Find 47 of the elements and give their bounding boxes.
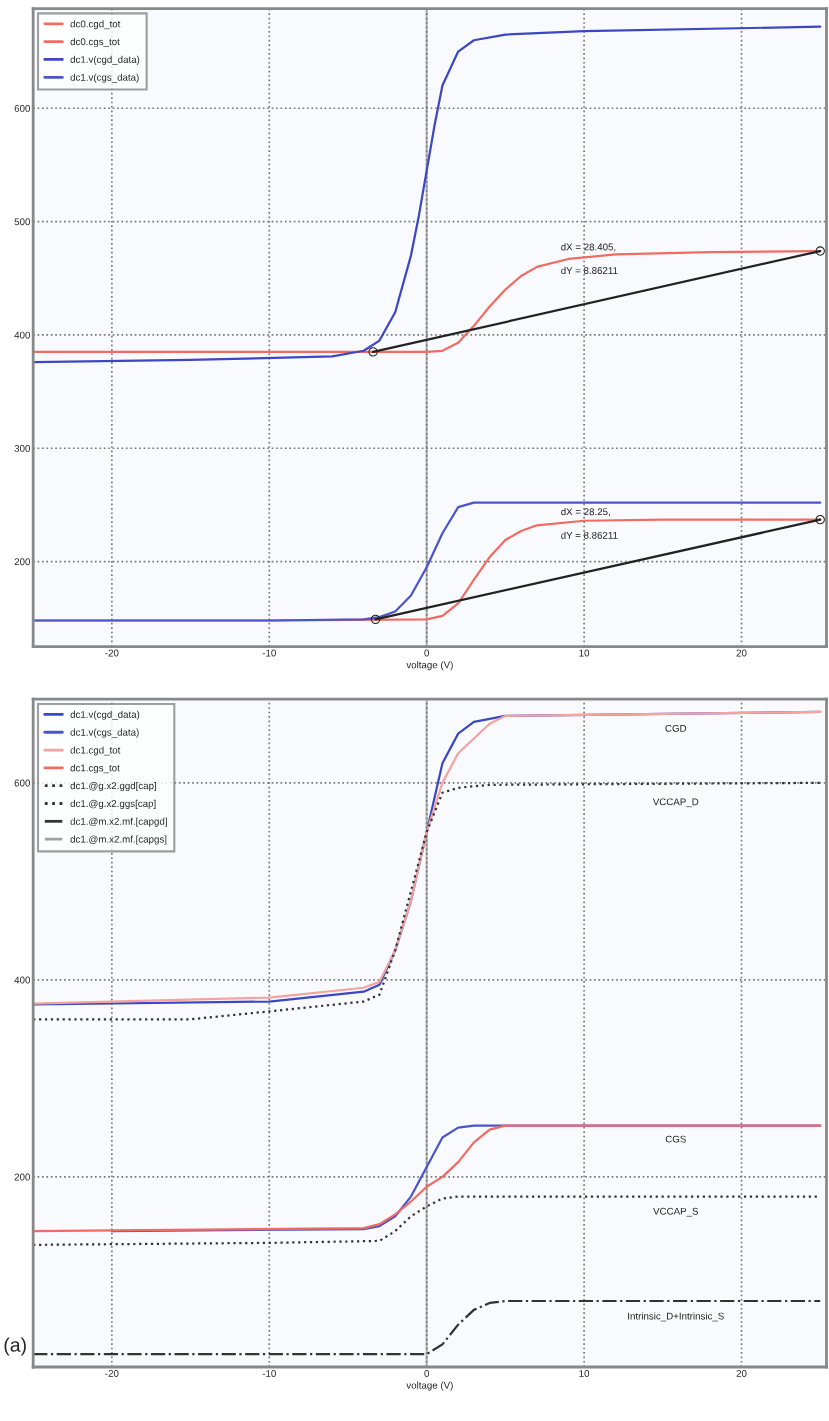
x-axis-title: voltage (V) [406,661,453,671]
legend-label: dc1.@g.x2.ggs[cap] [70,799,156,809]
x-tick-label: 10 [579,1370,590,1377]
legend-label: dc1.cgs_tot [70,764,120,774]
legend-label: dc1.cgd_tot [70,746,121,756]
y-tick-label: 200 [14,1173,30,1181]
x-tick-label: -20 [105,1370,119,1377]
annotation: dY = 8.86211 [561,266,618,274]
point [370,614,381,625]
annotation: dY = 8.86211 [561,531,618,539]
x-tick-label: 0 [424,1370,430,1377]
y-tick-label: 500 [14,218,30,226]
annotation: VCCAP_D [652,798,699,808]
x-tick-label: 10 [579,649,590,657]
legend-label: dc1.@m.x2.mf.[capgd] [70,817,167,827]
x-tick-label: 0 [424,649,430,657]
legend-label: dc1.@m.x2.mf.[capgs] [70,835,167,845]
legend-label: dc0.cgd_tot [70,20,121,30]
annotation: dX = 28.405, [561,243,616,252]
text: (a) [4,1337,26,1356]
point [368,347,378,357]
legend-label: dc1.v(cgd_data) [70,55,140,65]
legend-label: dc1.v(cgd_data) [70,710,140,720]
y-tick-label: 200 [14,558,30,566]
annotation: CGS [665,1135,686,1143]
legend-label: dc1.@g.x2.ggd[cap] [70,782,157,792]
y-tick-label: 400 [14,976,30,984]
x-tick-label: -20 [105,649,119,657]
annotation: Intrinsic_D+Intrinsic_S [628,1312,724,1322]
y-tick-label: 400 [14,331,30,339]
x-tick-label: -10 [262,649,276,657]
annotation: VCCAP_S [653,1207,699,1217]
x-axis-title: voltage (V) [406,1381,453,1391]
x-tick-label: 20 [736,649,747,657]
legend-label: dc0.cgs_tot [70,38,120,48]
x-tick-label: -10 [262,1370,276,1377]
y-tick-label: 600 [14,779,30,787]
point [815,246,825,256]
legend-label: dc1.v(cgs_data) [70,73,139,83]
x-tick-label: 20 [736,1370,747,1377]
y-tick-label: 600 [14,104,30,112]
point [815,514,825,525]
y-tick-label: 300 [14,444,30,452]
annotation: CGD [665,724,687,732]
annotation: dX = 28.25, [561,508,610,517]
legend-label: dc1.v(cgs_data) [70,728,139,738]
line-series [33,1299,822,1356]
